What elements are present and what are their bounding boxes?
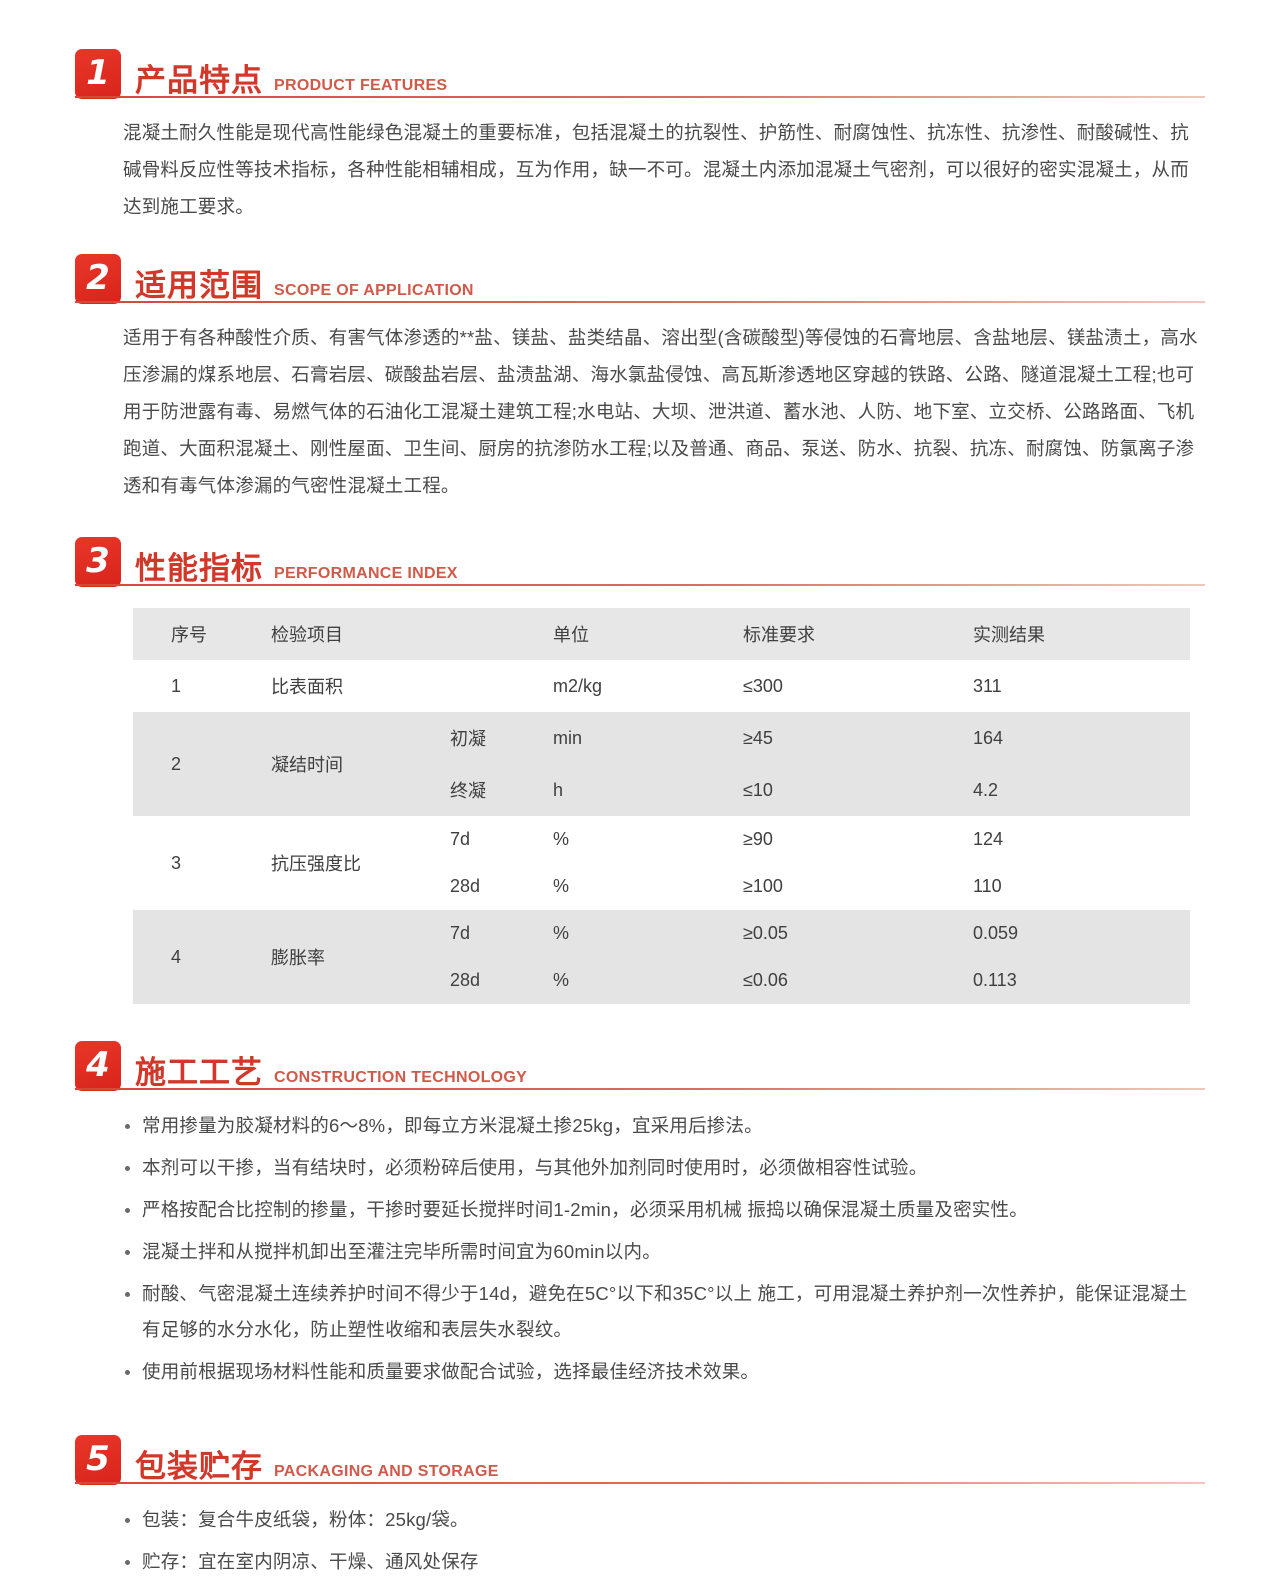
heading-divider <box>75 1482 1205 1484</box>
list-item: 本剂可以干掺，当有结块时，必须粉碎后使用，与其他外加剂同时使用时，必须做相容性试… <box>123 1150 1200 1186</box>
section-number-badge: 1 <box>75 49 121 99</box>
column-header-unit: 单位 <box>553 608 743 660</box>
cell-standard: ≥45 <box>743 727 773 748</box>
cell-result: 311 <box>973 675 1002 696</box>
list-item: 包装：复合牛皮纸袋，粉体：25kg/袋。 <box>123 1502 1200 1538</box>
section-number-badge: 4 <box>75 1041 121 1091</box>
table-row: 3 抗压强度比 7d% ≥90 124 <box>133 816 1190 874</box>
scope-of-application-paragraph: 适用于有各种酸性介质、有害气体渗透的**盐、镁盐、盐类结晶、溶出型(含碳酸型)等… <box>123 327 1198 496</box>
section-heading-scope-of-application: 2 适用范围 SCOPE OF APPLICATION <box>0 247 1280 304</box>
cell-result: 0.113 <box>973 970 1017 990</box>
section-title-cn: 包装贮存 <box>135 1449 263 1485</box>
section-number-badge: 2 <box>75 254 121 304</box>
heading-divider <box>75 584 1205 586</box>
section-title-en: PRODUCT FEATURES <box>274 77 448 94</box>
cell-unit: % <box>553 876 570 896</box>
cell-item: 比表面积 <box>271 677 343 697</box>
section-title-cn: 适用范围 <box>135 268 263 304</box>
column-header-standard: 标准要求 <box>743 608 973 660</box>
performance-index-table: 序号 检验项目 单位 标准要求 实测结果 1 比表面积 m2/kg ≤300 311 2 凝… <box>133 608 1190 1004</box>
section-title-en: PERFORMANCE INDEX <box>274 565 458 582</box>
cell-subitem <box>438 660 553 712</box>
heading-divider <box>75 1088 1205 1090</box>
cell-index: 4 <box>171 946 182 967</box>
list-item: 使用前根据现场材料性能和质量要求做配合试验，选择最佳经济技术效果。 <box>123 1354 1200 1390</box>
packaging-and-storage-list: 包装：复合牛皮纸袋，粉体：25kg/袋。 贮存：宜在室内阴凉、干燥、通风处保存 <box>123 1502 1200 1580</box>
product-features-paragraph: 混凝土耐久性能是现代高性能绿色混凝土的重要标准，包括混凝土的抗裂性、护筋性、耐腐… <box>123 122 1189 217</box>
section-title-en: CONSTRUCTION TECHNOLOGY <box>274 1069 528 1086</box>
section-number-badge: 5 <box>75 1435 121 1485</box>
section-heading-product-features: 1 产品特点 PRODUCT FEATURES <box>0 42 1280 99</box>
cell-standard: ≤300 <box>743 675 783 696</box>
table-body: 1 比表面积 m2/kg ≤300 311 2 凝结时间 初凝 min ≥45 164 终凝 h ≤10 4… <box>133 660 1190 1004</box>
cell-subitem: 初凝 <box>450 729 486 749</box>
cell-result: 124 <box>973 829 1004 849</box>
cell-standard: ≥100 <box>743 876 783 896</box>
cell-index: 3 <box>171 852 182 873</box>
table-header-row: 序号 检验项目 单位 标准要求 实测结果 <box>133 608 1190 660</box>
cell-result: 110 <box>973 876 1002 896</box>
column-header-result: 实测结果 <box>973 608 1190 660</box>
cell-index: 1 <box>171 675 182 696</box>
heading-divider <box>75 96 1205 98</box>
cell-item: 膨胀率 <box>271 948 325 968</box>
table-head: 序号 检验项目 单位 标准要求 实测结果 <box>133 608 1190 660</box>
construction-technology-list: 常用掺量为胶凝材料的6～8%，即每立方米混凝土掺25kg，宜采用后掺法。 本剂可以… <box>123 1108 1200 1390</box>
cell-subitem: 终凝 <box>450 781 486 801</box>
cell-standard: ≤0.06 <box>743 970 788 990</box>
section-heading-construction-technology: 4 施工工艺 CONSTRUCTION TECHNOLOGY <box>0 1034 1280 1091</box>
cell-subitem: 28d <box>450 970 481 990</box>
performance-index-table-wrap: 序号 检验项目 单位 标准要求 实测结果 1 比表面积 m2/kg ≤300 311 2 凝… <box>133 608 1190 1004</box>
section-number-badge: 3 <box>75 537 121 587</box>
cell-subitem: 7d <box>450 923 471 943</box>
cell-index: 2 <box>171 753 182 774</box>
list-item: 混凝土拌和从搅拌机卸出至灌注完毕所需时间宜为60min以内。 <box>123 1234 1200 1270</box>
cell-subitem: 28d <box>450 876 481 896</box>
section-title-cn: 性能指标 <box>135 551 263 587</box>
cell-item: 凝结时间 <box>271 755 343 775</box>
section-title-en: PACKAGING AND STORAGE <box>274 1463 499 1480</box>
cell-standard: ≥0.05 <box>743 923 788 943</box>
cell-unit: h <box>553 779 564 800</box>
list-item: 常用掺量为胶凝材料的6～8%，即每立方米混凝土掺25kg，宜采用后掺法。 <box>123 1108 1200 1144</box>
heading-divider <box>75 301 1205 303</box>
cell-standard: ≥90 <box>743 829 773 849</box>
section-title-en: SCOPE OF APPLICATION <box>274 282 474 299</box>
cell-unit: min <box>553 727 583 748</box>
cell-item: 抗压强度比 <box>271 854 361 874</box>
section-title-cn: 施工工艺 <box>135 1055 263 1091</box>
table-row: 2 凝结时间 初凝 min ≥45 164 <box>133 712 1190 775</box>
cell-unit: % <box>553 970 570 990</box>
table-row: 1 比表面积 m2/kg ≤300 311 <box>133 660 1190 712</box>
section-heading-packaging-and-storage: 5 包装贮存 PACKAGING AND STORAGE <box>0 1428 1280 1485</box>
table-row: 4 膨胀率 7d% ≥0.05 0.059 <box>133 910 1190 968</box>
cell-result: 164 <box>973 727 1004 748</box>
cell-unit: m2/kg <box>553 675 603 696</box>
column-header-index: 序号 <box>133 608 253 660</box>
list-item: 贮存：宜在室内阴凉、干燥、通风处保存 <box>123 1544 1200 1580</box>
cell-subitem: 7d <box>450 829 471 849</box>
list-item: 耐酸、气密混凝土连续养护时间不得少于14d，避免在5C°以下和35C°以上 施工… <box>123 1276 1200 1348</box>
cell-unit: % <box>553 923 570 943</box>
list-item: 严格按配合比控制的掺量，干掺时要延长搅拌时间1-2min，必须采用机械 振捣以确… <box>123 1192 1200 1228</box>
cell-unit: % <box>553 829 570 849</box>
cell-result: 4.2 <box>973 779 999 800</box>
cell-result: 0.059 <box>973 923 1019 943</box>
section-title-cn: 产品特点 <box>135 63 263 99</box>
datasheet-page: 1 产品特点 PRODUCT FEATURES 混凝土耐久性能是现代高性能绿色混… <box>0 42 1280 1572</box>
section-heading-performance-index: 3 性能指标 PERFORMANCE INDEX <box>0 530 1280 587</box>
column-header-item: 检验项目 <box>253 608 553 660</box>
cell-standard: ≤10 <box>743 779 773 800</box>
